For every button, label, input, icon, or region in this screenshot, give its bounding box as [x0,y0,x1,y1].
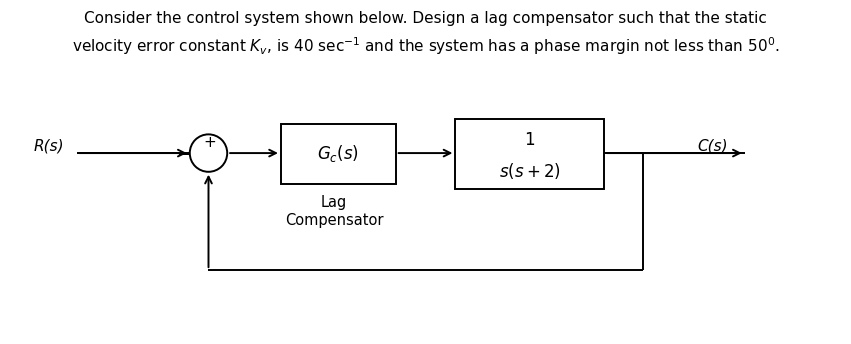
Bar [455,119,604,189]
Text: 1: 1 [524,131,535,149]
Text: −: − [177,146,191,164]
Text: C(s): C(s) [698,139,728,154]
Text: Compensator: Compensator [285,213,383,228]
Text: Lag: Lag [321,195,347,211]
Text: $s(s+2)$: $s(s+2)$ [499,161,561,181]
Text: +: + [204,135,216,150]
Bar [281,124,396,184]
Text: velocity error constant $K_v$, is 40 sec$^{-1}$ and the system has a phase margi: velocity error constant $K_v$, is 40 sec… [71,35,780,57]
Text: R(s): R(s) [34,139,65,154]
Text: $G_c(s)$: $G_c(s)$ [317,143,359,164]
Text: Consider the control system shown below. Design a lag compensator such that the : Consider the control system shown below.… [84,11,767,26]
